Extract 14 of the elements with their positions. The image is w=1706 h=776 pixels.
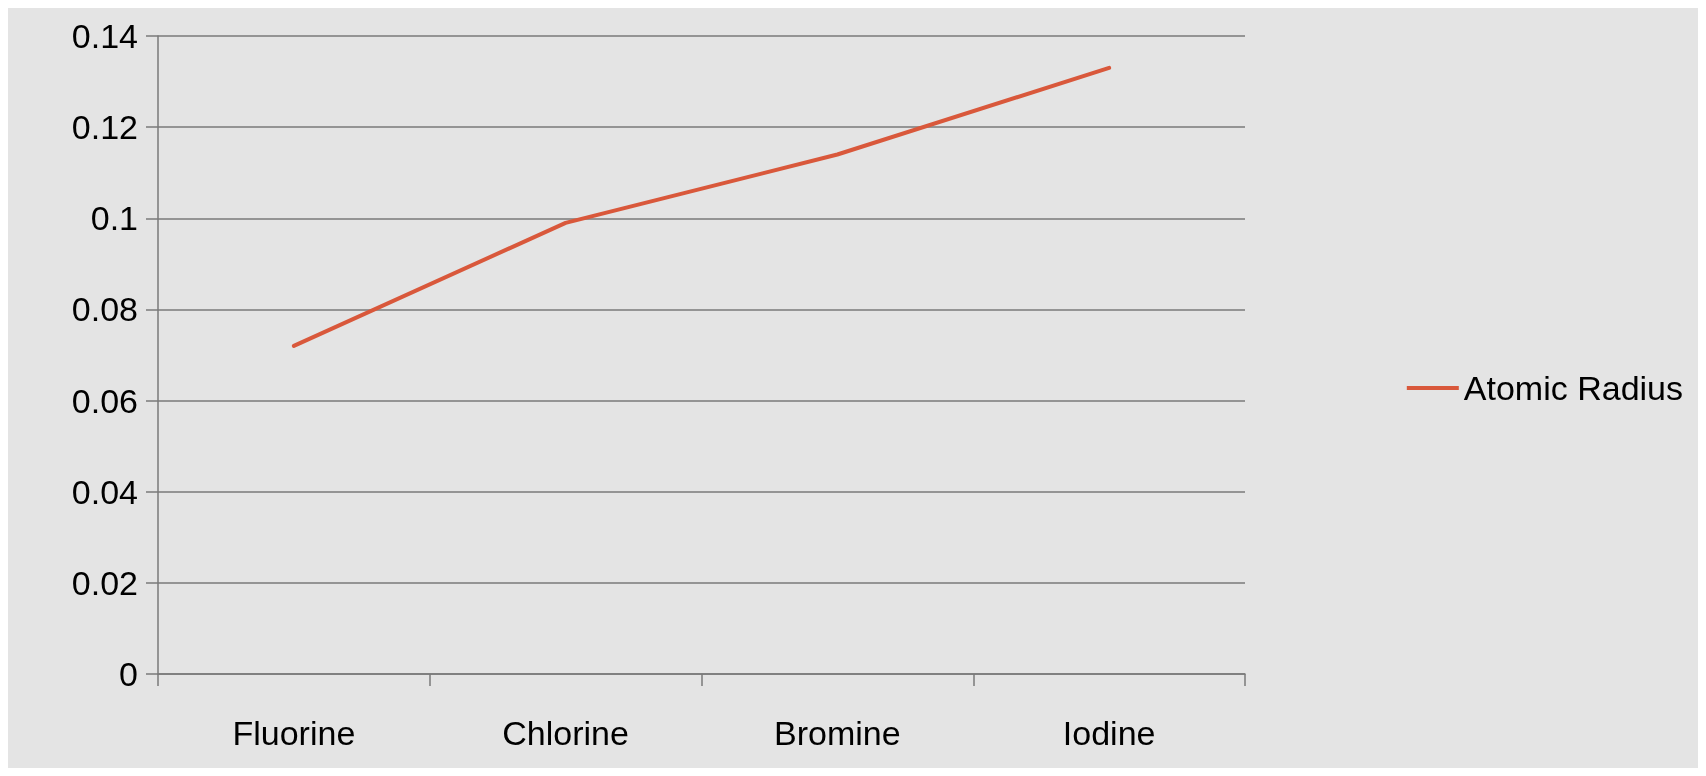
y-tick-label: 0.06	[71, 381, 138, 420]
x-tick-label: Bromine	[774, 714, 901, 752]
y-tick-label: 0.02	[71, 563, 138, 602]
x-tick-label: Chlorine	[502, 714, 629, 752]
x-tick-label: Fluorine	[232, 714, 356, 752]
line-series	[291, 65, 1112, 348]
y-tick-label: 0.1	[90, 199, 138, 238]
y-tick-label: 0.08	[71, 290, 138, 329]
y-tick-label: 0.12	[71, 108, 138, 147]
y-tick-label: 0	[119, 655, 138, 693]
y-tick-label: 0.14	[71, 17, 138, 55]
legend-label: Atomic Radius	[1463, 369, 1684, 407]
x-tick-label: Iodine	[1062, 714, 1156, 752]
y-tick-label: 0.04	[71, 472, 138, 511]
